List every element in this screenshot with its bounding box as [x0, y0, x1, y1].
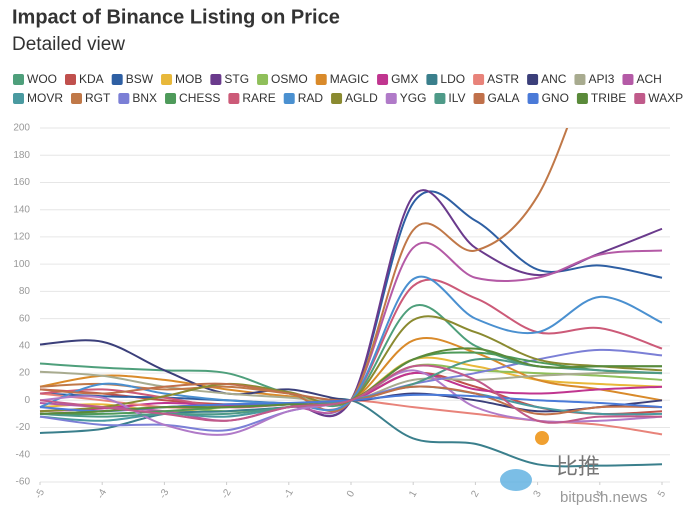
- legend-swatch: [71, 93, 82, 104]
- watermark-bird: [500, 469, 532, 491]
- x-tick-label: -2: [220, 487, 234, 501]
- legend-label: RARE: [242, 91, 275, 105]
- watermark-logo: [535, 431, 549, 445]
- y-tick-label: 160: [13, 177, 30, 188]
- legend-label: MOVR: [27, 91, 63, 105]
- legend-swatch: [161, 74, 173, 85]
- x-tick-label: 0: [345, 489, 358, 500]
- legend-label: AGLD: [345, 91, 378, 105]
- x-tick-label: 2: [469, 489, 482, 500]
- y-tick-label: 40: [19, 340, 31, 351]
- legend-label: GNO: [542, 91, 569, 105]
- y-tick-label: 100: [13, 259, 30, 270]
- x-tick-label: -5: [33, 487, 47, 501]
- y-tick-label: 200: [13, 123, 30, 134]
- legend-swatch: [65, 74, 76, 85]
- legend-label: API3: [588, 72, 614, 86]
- legend-label: GMX: [391, 72, 418, 86]
- legend-label: ASTR: [487, 72, 519, 86]
- legend-swatch: [13, 93, 24, 104]
- legend-swatch: [257, 74, 269, 85]
- series-line: [39, 315, 663, 413]
- x-tick-label: -1: [282, 487, 296, 501]
- legend-label: STG: [224, 72, 249, 86]
- legend-swatch: [527, 93, 539, 104]
- legend-swatch: [111, 74, 123, 85]
- legend-swatch: [426, 74, 438, 85]
- series-line: [39, 364, 663, 424]
- legend-label: ILV: [448, 91, 465, 105]
- x-tick-label: 5: [656, 489, 669, 500]
- legend-swatch: [13, 74, 24, 85]
- y-tick-label: 80: [19, 286, 31, 297]
- legend-swatch: [622, 74, 634, 85]
- legend-swatch: [527, 74, 539, 85]
- y-tick-label: -60: [16, 477, 31, 488]
- chart-title: Impact of Binance Listing on Price: [12, 6, 340, 28]
- y-tick-label: 0: [24, 395, 30, 406]
- legend-label: WOO: [27, 72, 57, 86]
- legend-label: KDA: [79, 72, 104, 86]
- y-tick-label: 120: [13, 232, 30, 243]
- y-tick-label: -40: [16, 449, 31, 460]
- legend-label: RGT: [85, 91, 111, 105]
- lines: [39, 128, 663, 468]
- legend-label: ACH: [636, 72, 661, 86]
- y-tick-label: -20: [16, 422, 31, 433]
- x-tick-label: 4: [594, 489, 607, 500]
- x-tick-label: -4: [95, 487, 109, 501]
- legend-label: CHESS: [179, 91, 220, 105]
- chart-subtitle: Detailed view: [12, 34, 125, 55]
- series-line: [39, 275, 663, 412]
- legend-label: BSW: [126, 72, 154, 86]
- legend-label: OSMO: [271, 72, 308, 86]
- x-tick-label: -3: [158, 487, 172, 501]
- y-tick-label: 20: [19, 368, 31, 379]
- legend-swatch: [228, 93, 240, 104]
- legend-swatch: [165, 93, 177, 104]
- legend-swatch: [331, 93, 343, 104]
- x-tick-label: 3: [532, 489, 545, 500]
- legend-swatch: [473, 93, 485, 104]
- legend-label: MAGIC: [330, 72, 370, 86]
- legend-swatch: [385, 93, 397, 104]
- legend-swatch: [634, 93, 646, 104]
- legend-swatch: [574, 74, 586, 85]
- y-tick-label: 180: [13, 150, 30, 161]
- legend-label: LDO: [440, 72, 465, 86]
- legend-swatch: [434, 93, 446, 104]
- legend-label: MOB: [175, 72, 202, 86]
- legend-label: GALA: [488, 91, 520, 105]
- x-tick-label: 1: [407, 489, 420, 500]
- legend-swatch: [473, 74, 485, 85]
- legend-swatch: [576, 93, 588, 104]
- watermark-url: bitpush.news: [560, 489, 648, 506]
- legend-label: ANC: [541, 72, 567, 86]
- y-tick-label: 140: [13, 204, 30, 215]
- legend-label: TRIBE: [591, 91, 626, 105]
- legend-swatch: [210, 74, 222, 85]
- y-tick-label: 60: [19, 313, 31, 324]
- series-line: [39, 336, 663, 405]
- legend-label: WAXP: [648, 91, 683, 105]
- legend-swatch: [377, 74, 389, 85]
- watermark-cn: 比推: [556, 454, 600, 479]
- legend-label: RAD: [298, 91, 324, 105]
- legend-swatch: [315, 74, 327, 85]
- legend-label: BNX: [132, 91, 157, 105]
- series-line: [39, 128, 569, 413]
- legend: WOO KDA BSW MOB STG OSMO MAGIC GMX LDO ASTR ANC API…: [13, 72, 683, 105]
- legend-swatch: [118, 93, 130, 104]
- series-line: [39, 363, 663, 415]
- legend-swatch: [283, 93, 295, 104]
- legend-label: YGG: [400, 91, 427, 105]
